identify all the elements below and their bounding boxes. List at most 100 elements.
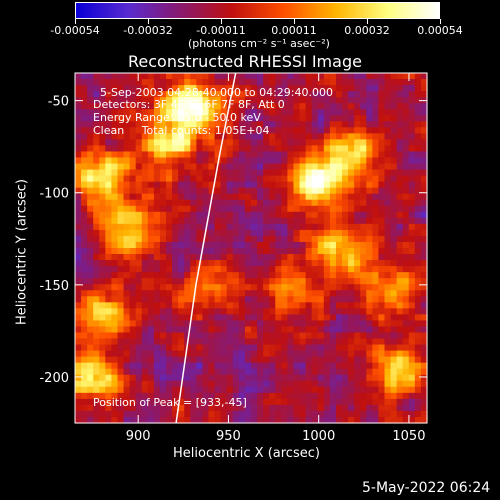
heatmap-cell (208, 308, 216, 315)
heatmap-cell (208, 91, 216, 98)
heatmap-cell (178, 350, 185, 358)
heatmap-cell (81, 121, 88, 128)
colorbar-tick-mark (220, 19, 222, 24)
heatmap-cell (305, 284, 313, 291)
heatmap-cell (384, 115, 392, 122)
heatmap-cell (396, 368, 404, 376)
heatmap-cell (378, 314, 386, 322)
heatmap-cell (172, 248, 179, 255)
heatmap-cell (275, 350, 282, 358)
heatmap-cell (354, 121, 361, 128)
heatmap-cell (329, 260, 337, 267)
colorbar-tick-mark (366, 19, 368, 24)
heatmap-cell (396, 181, 404, 189)
heatmap-cell (202, 169, 210, 177)
heatmap-cell (269, 97, 276, 104)
heatmap-cell (190, 374, 197, 382)
heatmap-cell (384, 169, 392, 177)
heatmap-cell (208, 241, 216, 249)
x-axis-label: Heliocentric X (arcsec) (173, 446, 320, 461)
heatmap-cell (378, 199, 386, 207)
heatmap-cell (287, 392, 295, 400)
heatmap-cell (329, 133, 337, 140)
heatmap-cell (293, 284, 301, 291)
heatmap-cell (75, 284, 82, 291)
heatmap-cell (342, 326, 349, 334)
heatmap-cell (402, 266, 410, 273)
heatmap-cell (305, 296, 313, 303)
heatmap-cell (147, 91, 155, 98)
heatmap-cell (129, 103, 137, 110)
heatmap-cell (366, 314, 373, 322)
heatmap-cell (153, 145, 161, 153)
heatmap-cell (172, 193, 179, 201)
heatmap-cell (299, 398, 307, 406)
heatmap-cell (269, 350, 276, 358)
heatmap-cell (360, 79, 367, 86)
heatmap-cell (159, 211, 167, 219)
heatmap-cell (81, 85, 88, 92)
heatmap-cell (293, 85, 301, 92)
heatmap-cell (232, 205, 240, 213)
heatmap-cell (257, 338, 264, 346)
heatmap-cell (263, 404, 270, 412)
heatmap-cell (287, 235, 295, 243)
heatmap-cell (159, 91, 167, 98)
heatmap-cell (178, 217, 185, 225)
heatmap-cell (251, 97, 258, 104)
heatmap-cell (384, 205, 392, 213)
heatmap-cell (244, 350, 252, 358)
heatmap-cell (287, 115, 295, 122)
heatmap-cell (317, 157, 325, 165)
heatmap-cell (293, 175, 301, 183)
heatmap-cell (414, 187, 422, 195)
heatmap-cell (293, 187, 301, 195)
heatmap-cell (287, 398, 295, 406)
heatmap-cell (390, 205, 398, 213)
heatmap-cell (105, 181, 113, 189)
heatmap-cell (299, 193, 307, 201)
heatmap-cell (159, 193, 167, 201)
heatmap-cell (251, 223, 258, 231)
heatmap-cell (105, 97, 113, 104)
heatmap-cell (311, 121, 319, 128)
heatmap-cell (275, 103, 282, 110)
heatmap-cell (172, 290, 179, 297)
heatmap-cell (269, 121, 276, 128)
heatmap-cell (378, 284, 386, 291)
heatmap-cell (299, 151, 307, 159)
heatmap-cell (311, 115, 319, 122)
heatmap-cell (317, 356, 325, 364)
heatmap-cell (342, 169, 349, 177)
heatmap-cell (220, 350, 228, 358)
heatmap-cell (141, 416, 149, 424)
heatmap-cell (75, 248, 82, 255)
heatmap-cell (87, 374, 94, 382)
heatmap-cell (123, 296, 131, 303)
heatmap-cell (141, 302, 149, 309)
heatmap-cell (147, 175, 155, 183)
heatmap-cell (238, 181, 246, 189)
heatmap-cell (360, 308, 367, 315)
heatmap-cell (354, 248, 361, 255)
heatmap-cell (293, 169, 301, 177)
heatmap-cell (147, 133, 155, 140)
heatmap-cell (226, 223, 234, 231)
heatmap-cell (354, 73, 361, 80)
heatmap-cell (81, 229, 88, 237)
heatmap-cell (311, 416, 319, 424)
heatmap-cell (269, 272, 276, 279)
heatmap-cell (129, 296, 137, 303)
heatmap-cell (384, 404, 392, 412)
heatmap-cell (232, 254, 240, 261)
heatmap-cell (93, 344, 100, 352)
heatmap-cell (299, 332, 307, 340)
heatmap-cell (384, 145, 392, 153)
heatmap-cell (135, 211, 143, 219)
heatmap-cell (81, 145, 88, 153)
heatmap-cell (244, 326, 252, 334)
heatmap-cell (111, 175, 119, 183)
heatmap-cell (190, 115, 197, 122)
heatmap-cell (196, 326, 204, 334)
heatmap-cell (172, 229, 179, 237)
